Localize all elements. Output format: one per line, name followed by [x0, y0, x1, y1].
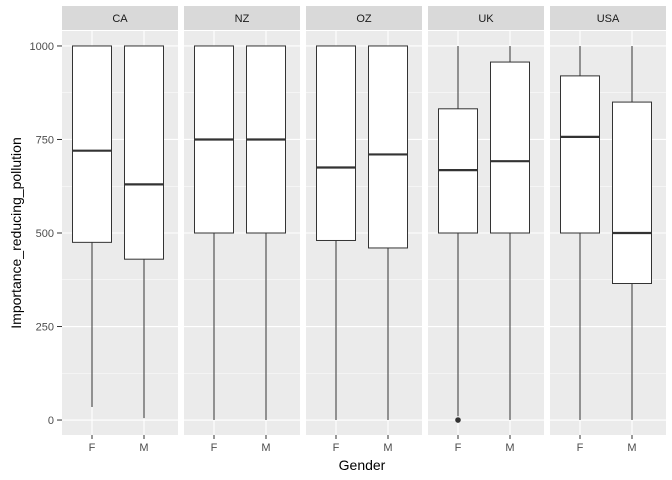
- x-tick-label: F: [211, 442, 218, 454]
- box-iqr: [124, 45, 164, 260]
- box-iqr: [490, 61, 530, 234]
- y-tick-label: 0: [48, 415, 54, 427]
- facet-panel-uk: UK F M: [428, 6, 544, 454]
- box-ca-m: [124, 45, 164, 419]
- box-ca-f: [72, 45, 112, 407]
- box-nz-m: [246, 45, 286, 421]
- box-iqr: [612, 101, 652, 284]
- facet-strip-label: USA: [597, 13, 620, 25]
- facet-strip-label: NZ: [235, 13, 250, 25]
- facet-strip: [184, 6, 300, 30]
- x-tick-label: M: [139, 442, 148, 454]
- y-tick-label: 250: [36, 322, 54, 334]
- box-oz-m: [368, 45, 408, 421]
- facet-strip: [62, 6, 178, 30]
- facet-strip: [428, 6, 544, 30]
- x-tick-label: F: [89, 442, 96, 454]
- facet-panel-oz: OZ F M: [306, 6, 422, 454]
- outlier-point: [455, 417, 461, 423]
- x-tick-label: F: [455, 442, 462, 454]
- facet-strip-label: UK: [478, 13, 494, 25]
- box-iqr: [560, 75, 600, 234]
- y-tick-label: 1000: [30, 41, 54, 53]
- y-tick-label: 500: [36, 228, 54, 240]
- facet-strip-label: CA: [112, 13, 128, 25]
- y-axis: 0 250 500 750 1000: [30, 41, 62, 427]
- box-usa-f: [560, 45, 600, 421]
- facet-strip: [550, 6, 666, 30]
- x-tick-label: F: [577, 442, 584, 454]
- facet-strip: [306, 6, 422, 30]
- x-tick-label: M: [505, 442, 514, 454]
- box-uk-f: [438, 45, 478, 423]
- y-tick-label: 750: [36, 134, 54, 146]
- x-tick-label: F: [333, 442, 340, 454]
- facet-panel-nz: NZ F M: [184, 6, 300, 454]
- box-iqr: [368, 45, 408, 249]
- box-iqr: [316, 45, 356, 241]
- box-iqr: [72, 45, 112, 243]
- x-tick-label: M: [261, 442, 270, 454]
- x-tick-label: M: [627, 442, 636, 454]
- y-axis-title: Importance_reducing_pollution: [8, 137, 24, 328]
- x-axis-title: Gender: [339, 457, 386, 473]
- facet-strip-label: OZ: [356, 13, 372, 25]
- facet-panel-usa: USA F M: [550, 6, 666, 454]
- box-oz-f: [316, 45, 356, 421]
- x-tick-label: M: [383, 442, 392, 454]
- box-usa-m: [612, 45, 652, 421]
- facet-panel-ca: CA F M: [62, 6, 178, 454]
- box-nz-f: [194, 45, 234, 421]
- box-uk-m: [490, 45, 530, 421]
